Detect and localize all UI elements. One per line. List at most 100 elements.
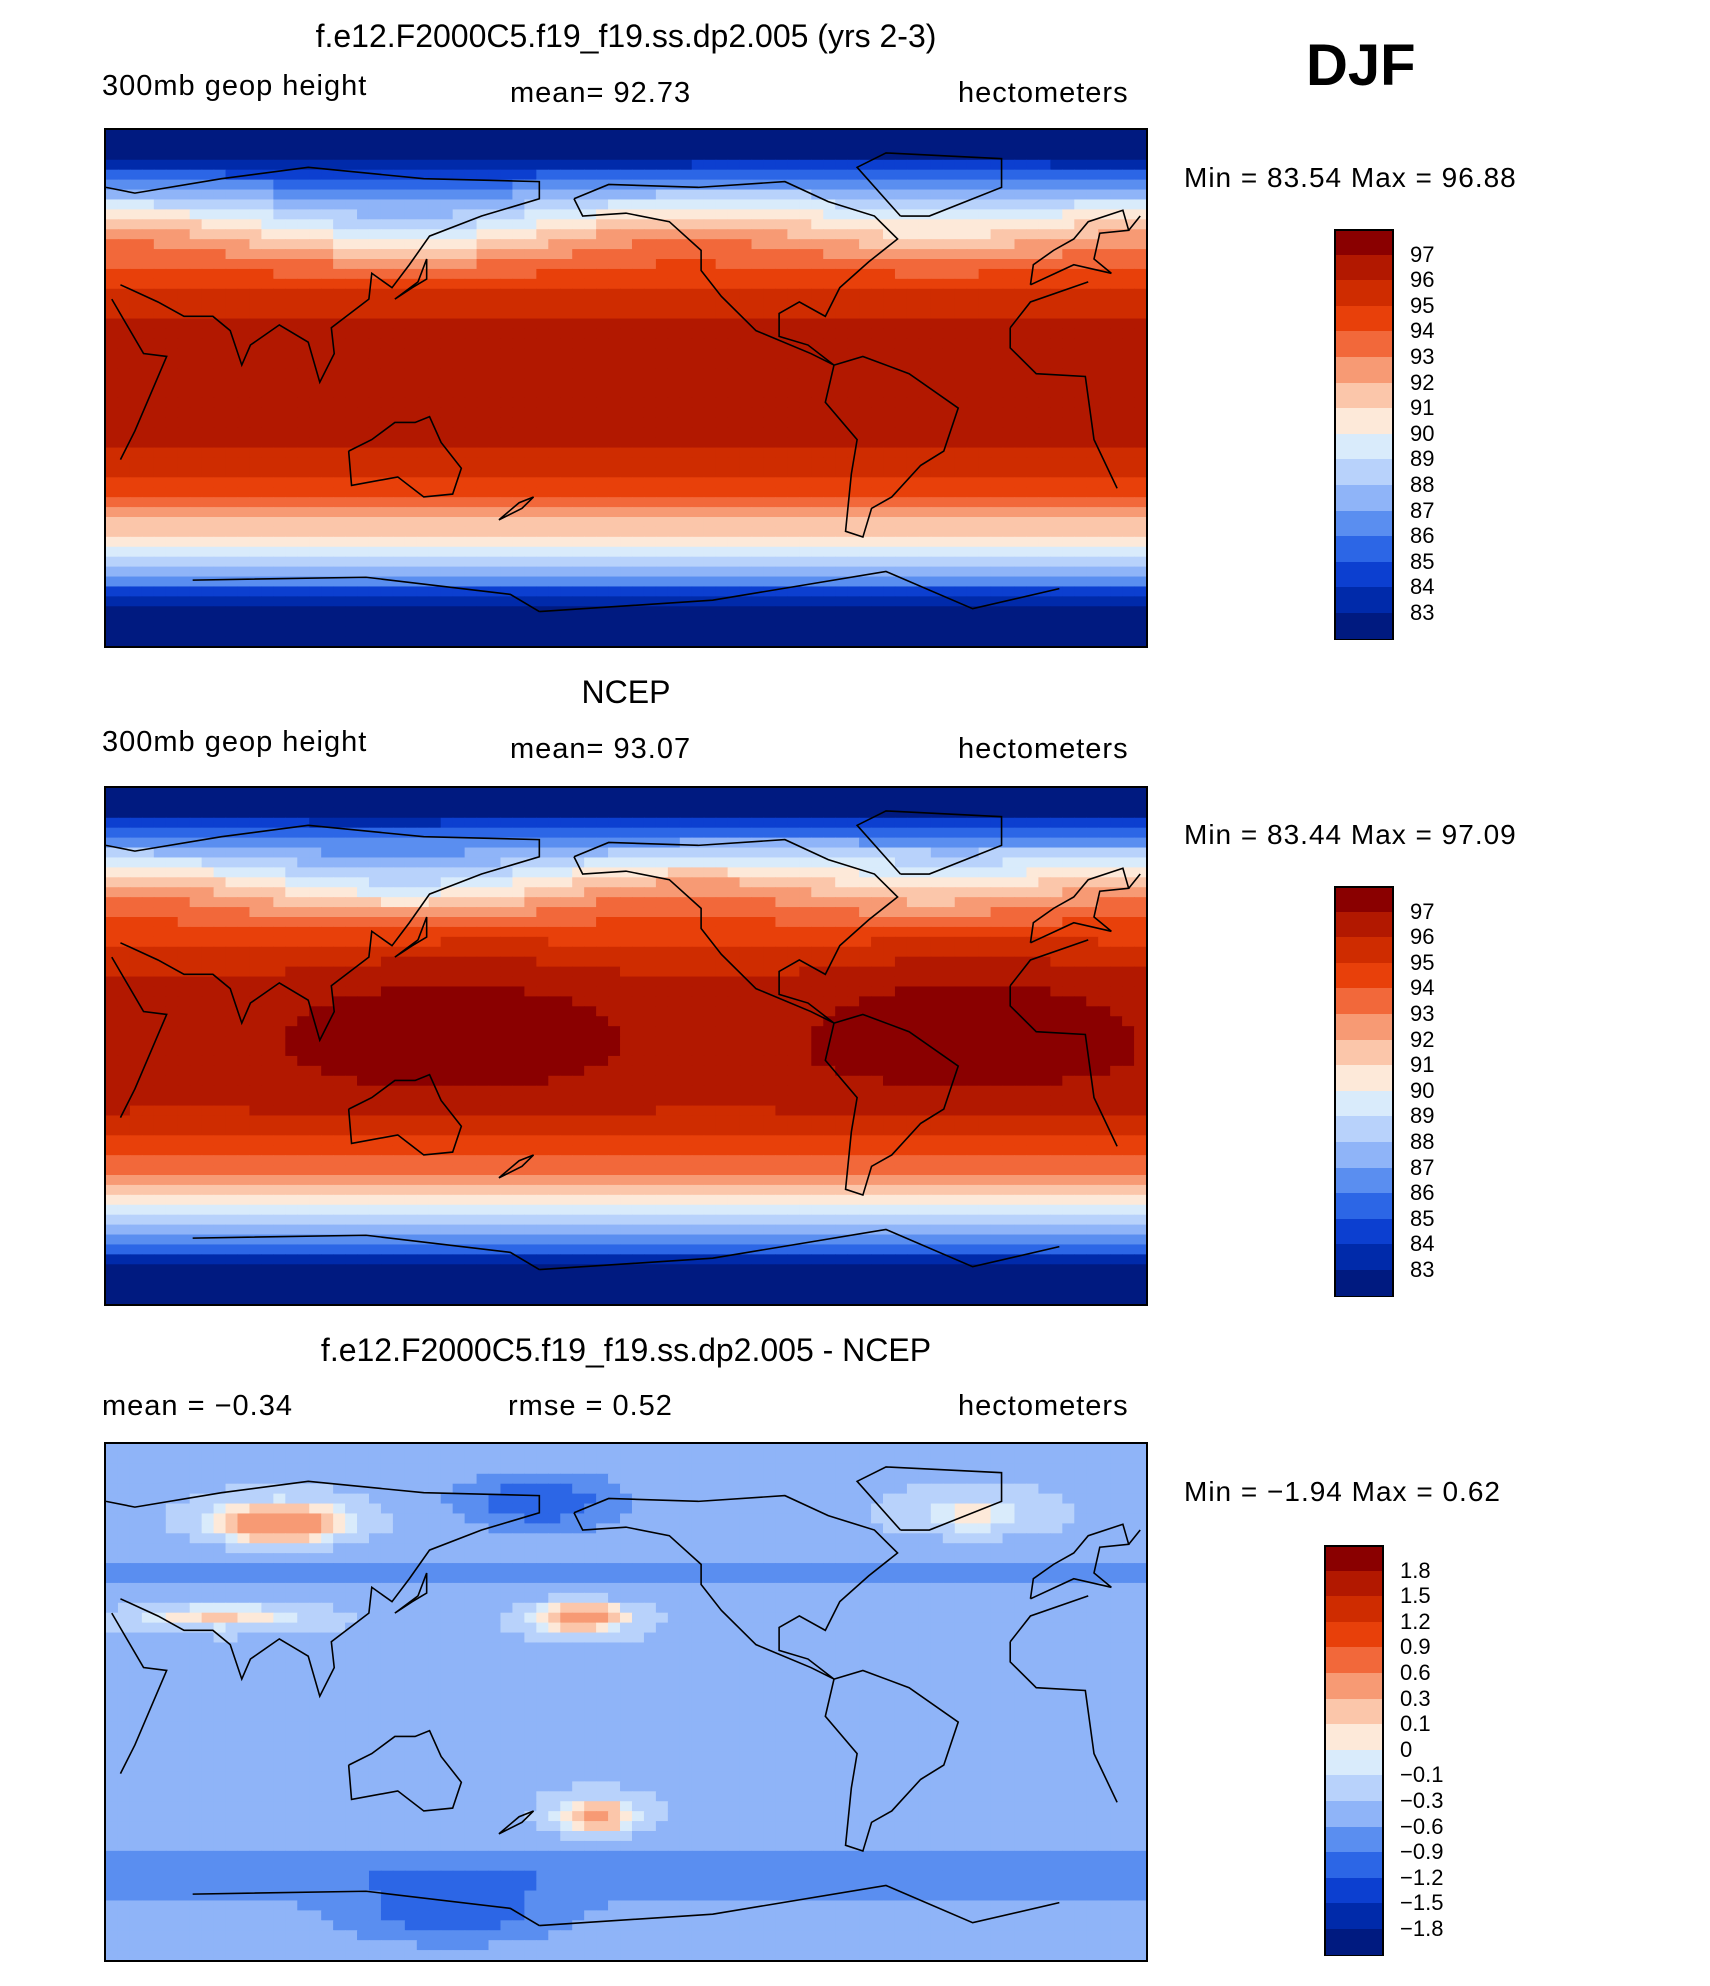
colorbar-swatch xyxy=(1334,254,1394,282)
colorbar-swatch xyxy=(1324,1647,1384,1674)
colorbar-label: 84 xyxy=(1410,1231,1435,1257)
colorbar-label: 83 xyxy=(1410,1257,1435,1282)
panel-2-title: NCEP xyxy=(581,674,671,710)
colorbar-label: 94 xyxy=(1410,318,1435,344)
colorbar-label: 0.3 xyxy=(1400,1685,1431,1711)
colorbar-swatch xyxy=(1334,1065,1394,1092)
colorbar-swatch xyxy=(1324,1570,1384,1598)
colorbar-label: 0.1 xyxy=(1400,1711,1431,1737)
panel-2-field xyxy=(106,788,1146,1304)
colorbar-label: 85 xyxy=(1410,548,1435,574)
colorbar-label: 1.5 xyxy=(1400,1583,1431,1609)
colorbar-swatch xyxy=(1334,536,1394,563)
colorbar-label: 95 xyxy=(1410,292,1435,318)
colorbar-swatch xyxy=(1324,1826,1384,1854)
colorbar-label: 85 xyxy=(1410,1205,1435,1231)
colorbar-swatch xyxy=(1324,1724,1384,1751)
colorbar-swatch xyxy=(1324,1903,1384,1930)
colorbar-swatch xyxy=(1334,988,1394,1015)
colorbar-label: 91 xyxy=(1410,395,1435,421)
panel-1-field xyxy=(106,130,1146,646)
colorbar-label: 90 xyxy=(1410,1077,1435,1103)
colorbar-swatch xyxy=(1334,305,1394,333)
colorbar-swatch xyxy=(1324,1852,1384,1879)
colorbar-swatch xyxy=(1334,331,1394,358)
colorbar-label: 86 xyxy=(1410,1180,1435,1206)
colorbar-swatch xyxy=(1334,1218,1394,1246)
panel-2-mean-label: mean= 93.07 xyxy=(510,733,692,765)
colorbar-swatch xyxy=(1334,433,1394,461)
panel-1-units-label: hectometers xyxy=(958,77,1129,109)
colorbar-swatch xyxy=(1324,1621,1384,1649)
season-label: DJF xyxy=(1306,33,1416,98)
colorbar-swatch xyxy=(1324,1698,1384,1726)
colorbar-label: 96 xyxy=(1410,267,1435,293)
colorbar-label: 91 xyxy=(1410,1052,1435,1078)
colorbar-label: 92 xyxy=(1410,369,1435,395)
colorbar-swatch xyxy=(1334,382,1394,410)
colorbar-label: 87 xyxy=(1410,1154,1435,1180)
colorbar-label: 88 xyxy=(1410,472,1435,497)
colorbar-label: 97 xyxy=(1410,898,1435,924)
colorbar-label: 87 xyxy=(1410,497,1435,523)
colorbar-label: −0.9 xyxy=(1400,1839,1444,1865)
colorbar-label: 83 xyxy=(1410,600,1435,625)
colorbar-swatch xyxy=(1334,1244,1394,1271)
colorbar-label: 0.6 xyxy=(1400,1660,1431,1685)
panel-1-map xyxy=(104,128,1148,648)
colorbar-swatch xyxy=(1324,1596,1384,1623)
colorbar-swatch xyxy=(1334,1116,1394,1143)
panel-2-units-label: hectometers xyxy=(958,733,1129,765)
colorbar-label: 90 xyxy=(1410,420,1435,446)
colorbar-swatch xyxy=(1334,1193,1394,1220)
colorbar-label: 84 xyxy=(1410,574,1435,600)
colorbar-swatch xyxy=(1334,357,1394,384)
panel-2-minmax: Min = 83.44 Max = 97.09 xyxy=(1184,819,1517,850)
colorbar-swatch xyxy=(1334,937,1394,964)
panel-3-title: f.e12.F2000C5.f19_f19.ss.dp2.005 - NCEP xyxy=(320,1332,932,1368)
colorbar-label: −0.6 xyxy=(1400,1813,1444,1839)
colorbar-swatch xyxy=(1334,459,1394,486)
colorbar-label: 0 xyxy=(1400,1736,1413,1762)
colorbar-swatch xyxy=(1334,510,1394,538)
colorbar-label: −0.3 xyxy=(1400,1788,1444,1813)
colorbar-label: 89 xyxy=(1410,446,1435,472)
colorbar-swatch xyxy=(1334,280,1394,307)
panel-1-title: f.e12.F2000C5.f19_f19.ss.dp2.005 (yrs 2-… xyxy=(315,18,937,54)
colorbar-label: 1.8 xyxy=(1400,1557,1431,1583)
colorbar-swatch xyxy=(1334,1167,1394,1195)
colorbar-swatch xyxy=(1334,408,1394,435)
colorbar-swatch xyxy=(1334,587,1394,614)
colorbar-label: 96 xyxy=(1410,924,1435,950)
colorbar-label: 86 xyxy=(1410,523,1435,549)
colorbar-swatch xyxy=(1324,1775,1384,1802)
colorbar-swatch xyxy=(1324,1877,1384,1905)
colorbar-label: −1.5 xyxy=(1400,1890,1444,1916)
panel-1-minmax: Min = 83.54 Max = 96.88 xyxy=(1184,162,1517,193)
colorbar-label: 0.9 xyxy=(1400,1634,1431,1660)
panel-3-units-label: hectometers xyxy=(958,1390,1129,1422)
colorbar-swatch xyxy=(1334,229,1394,256)
panel-3-minmax: Min = −1.94 Max = 0.62 xyxy=(1184,1476,1501,1507)
panel-3-map xyxy=(104,1442,1148,1962)
colorbar-swatch xyxy=(1334,485,1394,512)
colorbar-swatch xyxy=(1334,1039,1394,1067)
colorbar-label: −1.8 xyxy=(1400,1916,1444,1941)
colorbar-swatch xyxy=(1324,1929,1384,1956)
colorbar-swatch xyxy=(1334,1090,1394,1118)
colorbar-swatch xyxy=(1324,1801,1384,1828)
panel-1-left-label: 300mb geop height xyxy=(102,70,368,102)
colorbar-label: 94 xyxy=(1410,975,1435,1001)
coastlines xyxy=(106,810,1141,1271)
panel-3-field xyxy=(106,1444,1146,1960)
coastlines xyxy=(106,1466,1141,1927)
panel-1-mean-label: mean= 92.73 xyxy=(510,77,692,109)
colorbar-label: 92 xyxy=(1410,1026,1435,1052)
colorbar-swatch xyxy=(1334,911,1394,939)
colorbar-label: 93 xyxy=(1410,1001,1435,1026)
colorbar-swatch xyxy=(1334,613,1394,640)
colorbar-label: −0.1 xyxy=(1400,1762,1444,1788)
colorbar-swatch xyxy=(1324,1673,1384,1700)
colorbar-swatch xyxy=(1324,1545,1384,1572)
colorbar-swatch xyxy=(1334,962,1394,990)
